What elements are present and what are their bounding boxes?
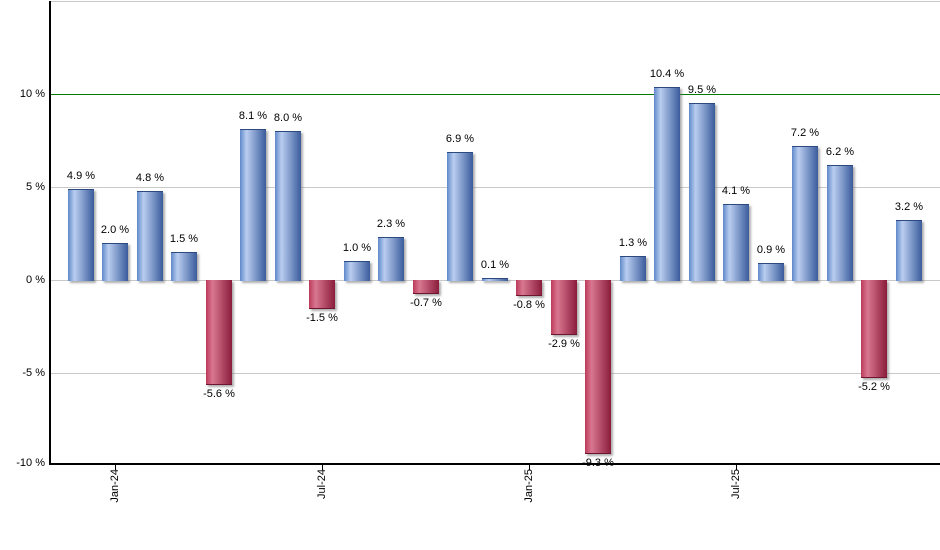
x-axis-tick-label: Jul-25 xyxy=(730,469,742,499)
bar-value-label: -1.5 % xyxy=(306,312,338,324)
bar xyxy=(654,87,680,281)
bar xyxy=(723,204,749,281)
bar xyxy=(896,220,922,281)
bar-value-label: 0.1 % xyxy=(480,259,510,271)
bar xyxy=(378,237,404,281)
bar-value-label: -5.2 % xyxy=(858,381,890,393)
bar-value-label: -0.7 % xyxy=(410,297,442,309)
y-axis-line xyxy=(49,1,51,465)
y-axis-tick-label: 5 % xyxy=(26,181,45,193)
x-axis-tick-label: Jul-24 xyxy=(316,469,328,499)
bar xyxy=(102,243,128,281)
bar xyxy=(758,263,784,281)
bar xyxy=(827,165,853,281)
target-line-10pct xyxy=(50,94,940,95)
x-axis-tick-mark xyxy=(736,465,737,470)
bar-value-label: 2.0 % xyxy=(100,224,130,236)
x-axis-tick-mark xyxy=(322,465,323,470)
bar xyxy=(551,280,577,335)
bar-value-label: 6.2 % xyxy=(825,146,855,158)
bar-value-label: 10.4 % xyxy=(649,68,685,80)
bar-value-label: 9.5 % xyxy=(687,84,717,96)
bar xyxy=(413,280,439,294)
y-axis-tick-label: 0 % xyxy=(26,274,45,286)
bar-value-label: 3.2 % xyxy=(894,201,924,213)
bar-value-label: -5.6 % xyxy=(203,388,235,400)
gridline-5pct xyxy=(50,187,940,188)
bar xyxy=(309,280,335,309)
y-axis-tick-label: 10 % xyxy=(19,88,45,100)
gridline-15pct xyxy=(50,1,940,2)
x-axis-tick-label: Jan-25 xyxy=(523,469,535,503)
bar xyxy=(482,278,508,281)
bar-value-label: 2.3 % xyxy=(376,218,406,230)
bar xyxy=(206,280,232,385)
bar-value-label: 6.9 % xyxy=(445,133,475,145)
bar-value-label: 8.0 % xyxy=(273,112,303,124)
y-axis-tick-label: -10 % xyxy=(16,457,45,469)
bar xyxy=(171,252,197,281)
bar xyxy=(689,103,715,281)
gridline--5pct xyxy=(50,373,940,374)
bar-value-label: 4.9 % xyxy=(66,170,96,182)
bar-value-label: 4.1 % xyxy=(721,185,751,197)
bar xyxy=(344,261,370,281)
bar-value-label: -0.8 % xyxy=(513,299,545,311)
bar-value-label: 1.3 % xyxy=(618,237,648,249)
bar xyxy=(792,146,818,281)
bar xyxy=(861,280,887,378)
x-axis-tick-label: Jan-24 xyxy=(109,469,121,503)
bar xyxy=(275,131,301,281)
bar xyxy=(447,152,473,281)
y-axis-tick-label: -5 % xyxy=(22,367,45,379)
bar xyxy=(68,189,94,281)
x-axis-tick-mark xyxy=(529,465,530,470)
x-axis-tick-mark xyxy=(115,465,116,470)
bar-value-label: -2.9 % xyxy=(548,338,580,350)
x-axis-line xyxy=(49,463,940,465)
bar-value-label: 7.2 % xyxy=(790,127,820,139)
bar xyxy=(137,191,163,281)
bar-value-label: 8.1 % xyxy=(238,110,268,122)
bar xyxy=(620,256,646,281)
bar-value-label: 1.0 % xyxy=(342,242,372,254)
bar-value-label: 4.8 % xyxy=(135,172,165,184)
bar-value-label: 0.9 % xyxy=(756,244,786,256)
bar-value-label: 1.5 % xyxy=(169,233,199,245)
bar xyxy=(240,129,266,281)
bar xyxy=(516,280,542,296)
bar xyxy=(585,280,611,454)
